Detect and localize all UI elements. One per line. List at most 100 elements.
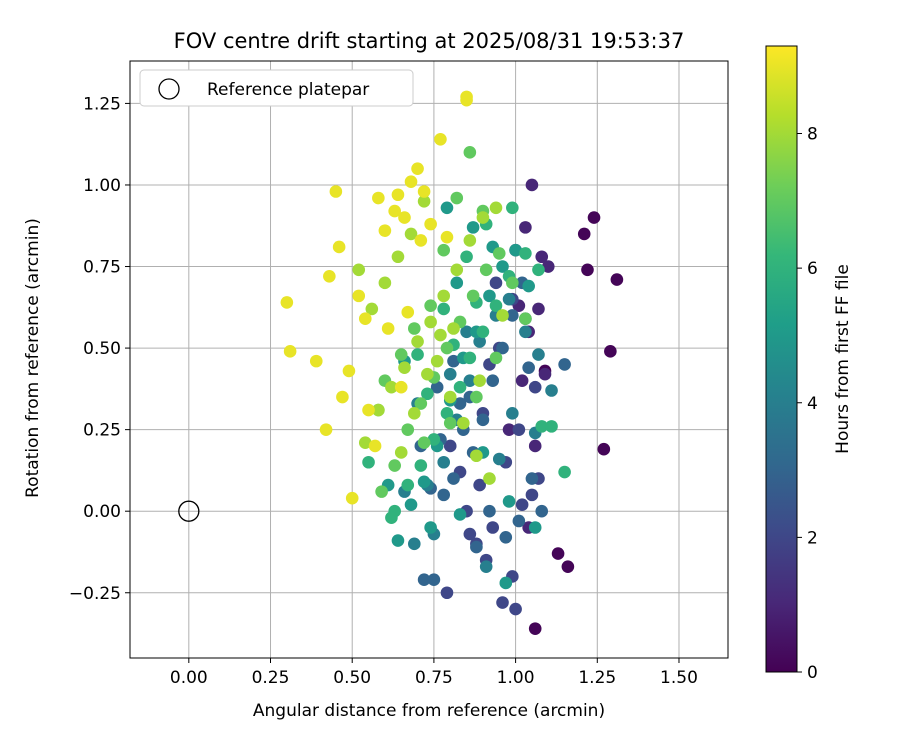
data-point bbox=[470, 390, 483, 404]
data-point bbox=[506, 201, 519, 215]
data-point bbox=[479, 263, 493, 277]
data-point bbox=[427, 573, 441, 587]
data-point bbox=[528, 439, 542, 453]
chart-title: FOV centre drift starting at 2025/08/31 … bbox=[174, 29, 685, 53]
data-point bbox=[447, 472, 460, 485]
data-point bbox=[365, 302, 379, 316]
data-point bbox=[460, 325, 473, 339]
data-point bbox=[404, 498, 418, 511]
data-point bbox=[463, 234, 477, 247]
legend-box bbox=[139, 69, 414, 107]
data-point bbox=[309, 354, 323, 368]
data-point bbox=[525, 488, 539, 502]
data-point bbox=[522, 279, 535, 293]
data-point bbox=[414, 397, 428, 410]
data-point bbox=[417, 475, 431, 489]
data-point bbox=[401, 305, 415, 319]
data-point bbox=[561, 560, 575, 573]
data-point bbox=[453, 397, 467, 410]
data-point bbox=[388, 459, 401, 472]
data-point bbox=[476, 325, 490, 339]
data-point bbox=[394, 446, 408, 459]
data-point bbox=[358, 436, 372, 449]
data-point bbox=[447, 322, 460, 335]
data-point bbox=[388, 204, 401, 218]
colorbar-tick-label: 8 bbox=[807, 125, 818, 145]
data-point bbox=[528, 380, 542, 394]
data-point bbox=[470, 449, 483, 463]
data-point bbox=[538, 367, 552, 381]
data-point bbox=[558, 465, 571, 479]
data-point bbox=[280, 296, 294, 309]
data-point bbox=[532, 348, 545, 361]
data-point bbox=[417, 185, 431, 198]
plot-area: 0.00 0.25 0.50 0.75 1.00 1.25 1.50 −0.25 0.00 0.… bbox=[69, 60, 729, 688]
reference-layer bbox=[178, 500, 200, 522]
y-tick-label: 1.00 bbox=[83, 176, 121, 196]
colorbar-ticks: 0 2 4 6 8 bbox=[797, 125, 818, 683]
y-tick-label: −0.25 bbox=[69, 584, 121, 604]
data-point bbox=[535, 420, 549, 433]
data-point bbox=[515, 374, 529, 388]
data-point bbox=[411, 162, 424, 175]
data-point bbox=[486, 521, 500, 534]
data-point bbox=[535, 250, 549, 264]
data-point bbox=[483, 472, 496, 485]
colorbar-tick-label: 2 bbox=[807, 528, 818, 548]
data-point bbox=[411, 335, 424, 348]
data-point bbox=[404, 175, 418, 189]
data-point bbox=[463, 527, 477, 541]
y-tick-label: 0.00 bbox=[83, 502, 121, 522]
data-point bbox=[401, 478, 415, 492]
data-point bbox=[329, 185, 343, 198]
data-point bbox=[401, 423, 415, 436]
data-point bbox=[414, 459, 428, 472]
x-tick-label: 0.50 bbox=[333, 668, 371, 688]
data-point bbox=[532, 263, 545, 277]
data-point bbox=[417, 573, 431, 587]
y-tick-label: 0.75 bbox=[83, 258, 121, 278]
data-point bbox=[450, 276, 464, 290]
x-tick-label: 1.00 bbox=[497, 668, 535, 688]
reference-platepar-marker bbox=[178, 500, 200, 522]
data-point bbox=[391, 250, 405, 264]
data-point bbox=[372, 403, 385, 417]
data-point bbox=[597, 442, 611, 456]
data-point bbox=[463, 351, 477, 365]
data-point bbox=[496, 309, 509, 322]
data-point bbox=[486, 374, 500, 388]
x-tick-label: 0.00 bbox=[170, 668, 208, 688]
data-point bbox=[394, 380, 408, 394]
data-point bbox=[427, 433, 441, 446]
x-tick-label: 1.50 bbox=[660, 668, 698, 688]
data-point bbox=[460, 93, 473, 107]
data-point bbox=[391, 534, 405, 547]
data-point bbox=[466, 221, 480, 234]
data-point bbox=[470, 540, 483, 554]
data-point bbox=[519, 312, 532, 326]
data-point bbox=[440, 230, 454, 244]
y-tick-label: 0.25 bbox=[83, 421, 121, 441]
data-point bbox=[352, 289, 366, 303]
data-point bbox=[489, 276, 503, 290]
data-point bbox=[515, 498, 529, 511]
data-point bbox=[532, 302, 545, 316]
data-point bbox=[512, 423, 526, 436]
colorbar: 0 2 4 6 8 Hours from first FF file bbox=[765, 45, 853, 683]
data-point bbox=[489, 201, 503, 215]
data-point bbox=[519, 221, 532, 234]
data-point bbox=[509, 243, 522, 257]
data-point bbox=[479, 560, 493, 573]
data-point bbox=[483, 289, 496, 303]
data-point bbox=[443, 439, 457, 453]
x-tick-label: 1.25 bbox=[578, 668, 616, 688]
data-point bbox=[407, 322, 421, 335]
data-point bbox=[424, 299, 437, 312]
data-point bbox=[440, 341, 454, 355]
data-point bbox=[352, 263, 366, 277]
data-point bbox=[610, 273, 624, 286]
data-point bbox=[496, 341, 509, 355]
data-point bbox=[496, 596, 509, 609]
x-tick-label: 0.25 bbox=[252, 668, 290, 688]
